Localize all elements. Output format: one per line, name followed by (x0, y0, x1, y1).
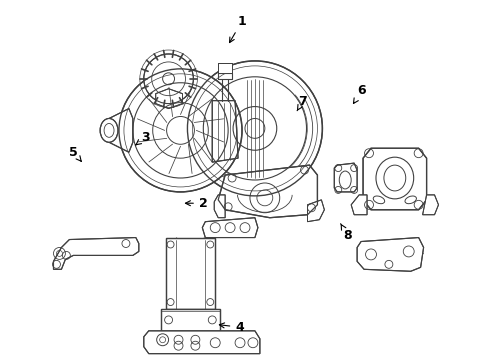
Circle shape (119, 69, 242, 192)
Text: 2: 2 (185, 197, 207, 210)
Polygon shape (356, 238, 423, 271)
Polygon shape (143, 331, 259, 354)
Circle shape (143, 54, 193, 104)
Polygon shape (53, 238, 139, 269)
Polygon shape (165, 238, 215, 309)
Text: 3: 3 (135, 131, 149, 145)
Polygon shape (350, 195, 366, 215)
Polygon shape (422, 195, 438, 215)
Polygon shape (202, 218, 257, 238)
Text: 4: 4 (219, 321, 244, 334)
Polygon shape (307, 200, 324, 222)
Text: 8: 8 (340, 224, 351, 242)
Polygon shape (161, 309, 220, 331)
Polygon shape (362, 148, 426, 210)
Polygon shape (212, 100, 238, 162)
Text: 5: 5 (69, 146, 81, 161)
Polygon shape (218, 63, 232, 73)
Text: 6: 6 (353, 84, 366, 103)
Polygon shape (214, 195, 224, 218)
Text: 7: 7 (297, 95, 306, 111)
Circle shape (187, 61, 322, 196)
Polygon shape (334, 163, 356, 192)
Polygon shape (109, 109, 133, 152)
Polygon shape (218, 165, 317, 218)
Text: 1: 1 (229, 14, 246, 42)
Ellipse shape (100, 118, 118, 142)
Polygon shape (155, 89, 182, 109)
